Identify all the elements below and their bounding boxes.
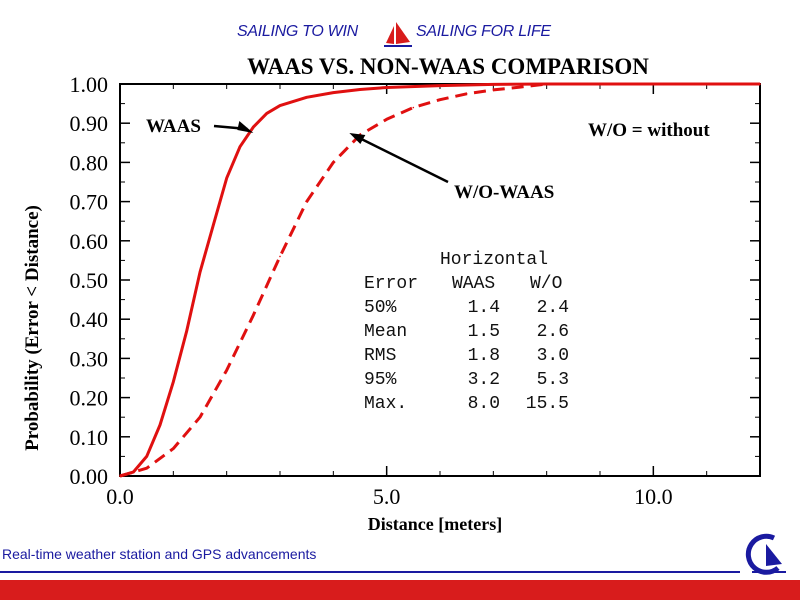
series-point <box>332 161 335 164</box>
series-point <box>465 93 468 95</box>
table-cell: 50% <box>364 298 397 318</box>
series-point <box>492 83 495 86</box>
series-point <box>359 88 361 91</box>
x-tick-label: 5.0 <box>373 484 401 509</box>
series-point <box>225 177 228 179</box>
series-point <box>385 118 388 121</box>
annotation-waas-arrowhead <box>237 121 254 133</box>
table-heading: Horizontal <box>440 250 548 270</box>
series-point <box>172 381 175 383</box>
series-point <box>279 255 281 258</box>
series-point <box>305 200 308 203</box>
table-cell: 2.4 <box>537 298 569 318</box>
table-cell: 1.8 <box>468 346 500 366</box>
table-cell: 95% <box>364 370 397 390</box>
series-point <box>385 86 388 89</box>
chart: 0.00 0.10 0.20 0.30 0.40 0.50 0.60 0.70 0.80 0.90… <box>22 54 761 534</box>
series-line-without-waas <box>119 82 760 478</box>
table-cell: RMS <box>364 346 396 366</box>
table-cell: 8.0 <box>468 394 500 414</box>
annotation-legend-note: W/O = without <box>588 120 710 141</box>
y-tick-label: 0.40 <box>70 307 109 332</box>
sail-icon <box>384 22 412 47</box>
series-point <box>412 106 415 109</box>
footer-divider <box>0 571 740 573</box>
table-column-header: Error <box>364 274 418 294</box>
y-tick-label: 0.30 <box>70 346 109 371</box>
table-cell: 15.5 <box>526 394 569 414</box>
series-point <box>759 83 761 85</box>
table-cell: 3.2 <box>468 370 500 390</box>
series-point <box>519 86 521 88</box>
table-column-header: WAAS <box>452 274 495 294</box>
chart-title: WAAS VS. NON-WAAS COMPARISON <box>247 54 649 79</box>
series-point <box>492 89 495 91</box>
series-point <box>265 112 268 115</box>
annotation-waas: WAAS <box>146 116 201 137</box>
series-point <box>199 271 201 273</box>
plot-frame <box>119 83 761 477</box>
series-point <box>119 475 121 477</box>
series-point <box>305 96 308 99</box>
y-tick-label: 0.10 <box>70 425 109 450</box>
y-tick-label: 0.80 <box>70 150 109 175</box>
table-cell: 3.0 <box>537 346 569 366</box>
annotation-without-waas: W/O-WAAS <box>454 182 554 203</box>
series-point <box>545 83 548 85</box>
y-tick-label: 0.00 <box>70 464 109 489</box>
y-axis-label: Probability (Error < Distance) <box>22 205 43 451</box>
table-cell: 1.5 <box>468 322 500 342</box>
x-tick-label: 10.0 <box>634 484 673 509</box>
footer-caption: Real-time weather station and GPS advanc… <box>2 546 317 562</box>
brand-header: SAILING TO WIN SAILING FOR LIFE <box>0 20 800 50</box>
y-tick-label: 0.90 <box>70 111 109 136</box>
y-tick-label: 1.00 <box>70 72 109 97</box>
table-cell: 5.3 <box>537 370 569 390</box>
series-point <box>145 455 148 458</box>
y-tick-label: 0.50 <box>70 268 109 293</box>
table-cell: Max. <box>364 394 407 414</box>
ga-logo-icon <box>745 533 786 575</box>
series-point <box>212 224 215 226</box>
series-line-waas <box>119 82 760 478</box>
series-point <box>185 330 188 332</box>
table-cell: Mean <box>364 322 407 342</box>
series-point <box>145 467 148 469</box>
annotation-without-waas-arrowhead <box>349 133 366 144</box>
series-point <box>172 447 175 450</box>
brand-right-text: SAILING FOR LIFE <box>416 23 551 40</box>
series-point <box>332 91 335 94</box>
x-tick-label: 0.0 <box>106 484 134 509</box>
brand-left-text: SAILING TO WIN <box>237 23 358 40</box>
series-point <box>439 84 441 87</box>
series-point <box>439 98 441 101</box>
table-cell: 2.6 <box>537 322 569 342</box>
y-tick-label: 0.60 <box>70 229 109 254</box>
table-cell: 1.4 <box>468 298 500 318</box>
series-point <box>252 314 255 317</box>
table-column-header: W/O <box>530 274 562 294</box>
y-tick-label: 0.70 <box>70 190 109 215</box>
series-point <box>159 424 161 426</box>
series-point <box>132 471 135 473</box>
y-tick-label: 0.20 <box>70 386 109 411</box>
series-point <box>199 416 201 419</box>
annotation-without-waas-arrow <box>356 135 449 184</box>
series-point <box>252 126 255 128</box>
series-point <box>225 369 228 371</box>
footer-bar <box>0 580 800 600</box>
series-point <box>279 104 281 107</box>
series-point <box>239 145 241 148</box>
x-axis-label: Distance [meters] <box>368 514 502 534</box>
